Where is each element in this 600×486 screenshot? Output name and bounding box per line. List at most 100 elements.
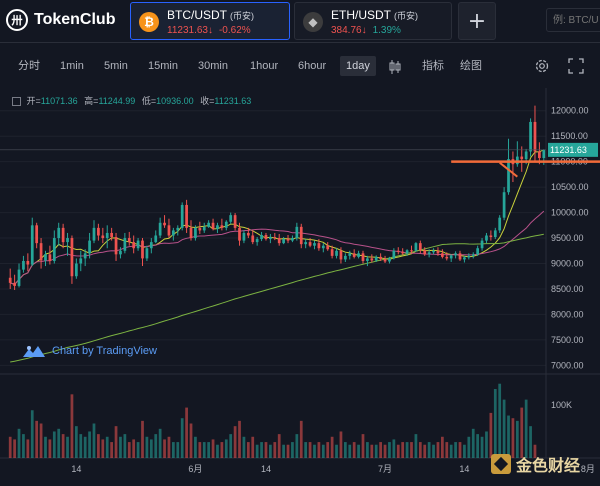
- search-input[interactable]: [546, 8, 600, 32]
- candle-body: [463, 257, 466, 260]
- candle-body: [467, 255, 471, 258]
- volume-bar: [291, 442, 294, 458]
- candle-body: [410, 250, 413, 252]
- volume-bar: [180, 418, 184, 458]
- volume-bar: [357, 444, 360, 458]
- timeframe-5min[interactable]: 5min: [104, 60, 128, 72]
- candle-body: [379, 256, 382, 259]
- timeframe-15min[interactable]: 15min: [148, 60, 178, 72]
- volume-bar: [30, 410, 34, 458]
- volume-bar: [145, 436, 149, 458]
- chart-area[interactable]: 12000.0011500.0011000.0010500.0010000.00…: [0, 88, 600, 482]
- candle-body: [295, 226, 299, 239]
- candle-body: [374, 256, 378, 261]
- volume-bar: [119, 436, 122, 458]
- price-down-arrow-icon: ↓: [207, 25, 213, 36]
- candle-body: [405, 250, 409, 254]
- candle-body: [149, 242, 153, 249]
- volume-bar: [467, 436, 471, 458]
- timeframe-1hour[interactable]: 1hour: [250, 60, 279, 72]
- volume-bar: [242, 436, 246, 458]
- timeframe-6hour[interactable]: 6hour: [298, 60, 327, 72]
- volume-bar: [321, 444, 325, 458]
- candle-body: [432, 250, 435, 253]
- tradingview-watermark[interactable]: Chart by TradingView: [22, 343, 157, 359]
- settings-gear-icon[interactable]: [534, 58, 550, 74]
- volume-bar: [498, 383, 502, 458]
- timeframe-1min[interactable]: 1min: [60, 60, 84, 72]
- candle-body: [233, 215, 237, 228]
- time-tick-label: 7月: [378, 464, 392, 474]
- volume-bar: [255, 444, 259, 458]
- pair-name: ETH/USDT: [331, 8, 391, 22]
- candle-body: [207, 222, 211, 227]
- draw-tools-button[interactable]: 绘图: [460, 60, 482, 72]
- ticker-btc-usdt[interactable]: ₿ BTC/USDT (币安) 11231.63↓ -0.62%: [130, 2, 290, 40]
- volume-bar: [533, 444, 537, 458]
- candle-body: [277, 238, 281, 244]
- volume-bar: [335, 444, 338, 458]
- tradingview-logo-icon: [23, 346, 45, 357]
- volume-bar: [48, 439, 52, 458]
- time-tick-label: 6月: [188, 464, 202, 474]
- candle-body: [485, 235, 488, 241]
- volume-bar: [149, 439, 153, 458]
- volume-bar: [286, 444, 290, 458]
- chart-toolbar: 分时 1min 5min 15min 30min 1hour 6hour 1da…: [0, 51, 600, 81]
- add-ticker-button[interactable]: +: [458, 2, 496, 40]
- candlestick-type-icon[interactable]: [388, 59, 402, 75]
- pair-name: BTC/USDT: [167, 8, 227, 22]
- candle-body: [83, 253, 87, 259]
- exchange-name: (币安): [394, 11, 418, 21]
- candle-body: [92, 227, 96, 241]
- volume-bar: [277, 434, 281, 458]
- volume-bar: [61, 434, 65, 458]
- volume-bar: [317, 442, 321, 458]
- time-tick-label: 14: [261, 464, 271, 474]
- candle-body: [423, 250, 427, 255]
- candle-body: [194, 227, 197, 239]
- volume-bar: [13, 439, 16, 458]
- candle-body: [176, 227, 180, 231]
- price-tick-label: 8500.00: [551, 284, 584, 294]
- app-logo[interactable]: 卅 TokenClub: [6, 9, 115, 31]
- volume-bar: [158, 428, 162, 458]
- price-chart[interactable]: 12000.0011500.0011000.0010500.0010000.00…: [0, 88, 600, 482]
- candle-body: [61, 227, 65, 243]
- volume-bar: [374, 444, 378, 458]
- candle-body: [436, 250, 440, 254]
- volume-bar: [52, 431, 56, 458]
- candle-body: [502, 192, 506, 218]
- time-axis: 14 6月 14 7月 14 8月: [71, 464, 595, 474]
- candle-body: [357, 253, 360, 257]
- candle-body: [524, 151, 528, 160]
- volume-bar: [44, 436, 47, 458]
- ticker-eth-usdt[interactable]: ◆ ETH/USDT (币安) 384.76↓ 1.39%: [294, 2, 452, 40]
- volume-bar: [163, 439, 166, 458]
- volume-bar: [198, 442, 202, 458]
- indicators-button[interactable]: 指标: [422, 60, 444, 72]
- candle-body: [273, 237, 277, 239]
- fullscreen-icon[interactable]: [568, 58, 584, 74]
- volume-bar: [251, 436, 255, 458]
- price-tick-label: 10000.00: [551, 208, 589, 218]
- ohlc-legend: 开=11071.36 高=11244.99 低=10936.00 收=11231…: [12, 94, 251, 107]
- timeframe-1day[interactable]: 1day: [340, 56, 376, 76]
- volume-bar: [92, 423, 96, 458]
- volume-bar: [366, 442, 369, 458]
- candle-body: [211, 222, 215, 229]
- legend-collapse-icon[interactable]: [12, 97, 21, 107]
- timeframe-30min[interactable]: 30min: [198, 60, 228, 72]
- last-price-tag: [548, 142, 598, 157]
- volume-bar: [282, 444, 285, 458]
- volume-bar: [414, 434, 418, 458]
- candle-body: [8, 277, 12, 283]
- ticker-pair-label: ETH/USDT (币安): [331, 8, 418, 22]
- volume-bar: [66, 436, 69, 458]
- tokenclub-logo-icon: 卅: [6, 9, 28, 31]
- candle-body: [308, 242, 312, 246]
- candle-body: [180, 204, 184, 228]
- candle-body: [105, 232, 109, 239]
- timeframe-fenshi[interactable]: 分时: [18, 60, 40, 72]
- candle-body: [35, 225, 39, 244]
